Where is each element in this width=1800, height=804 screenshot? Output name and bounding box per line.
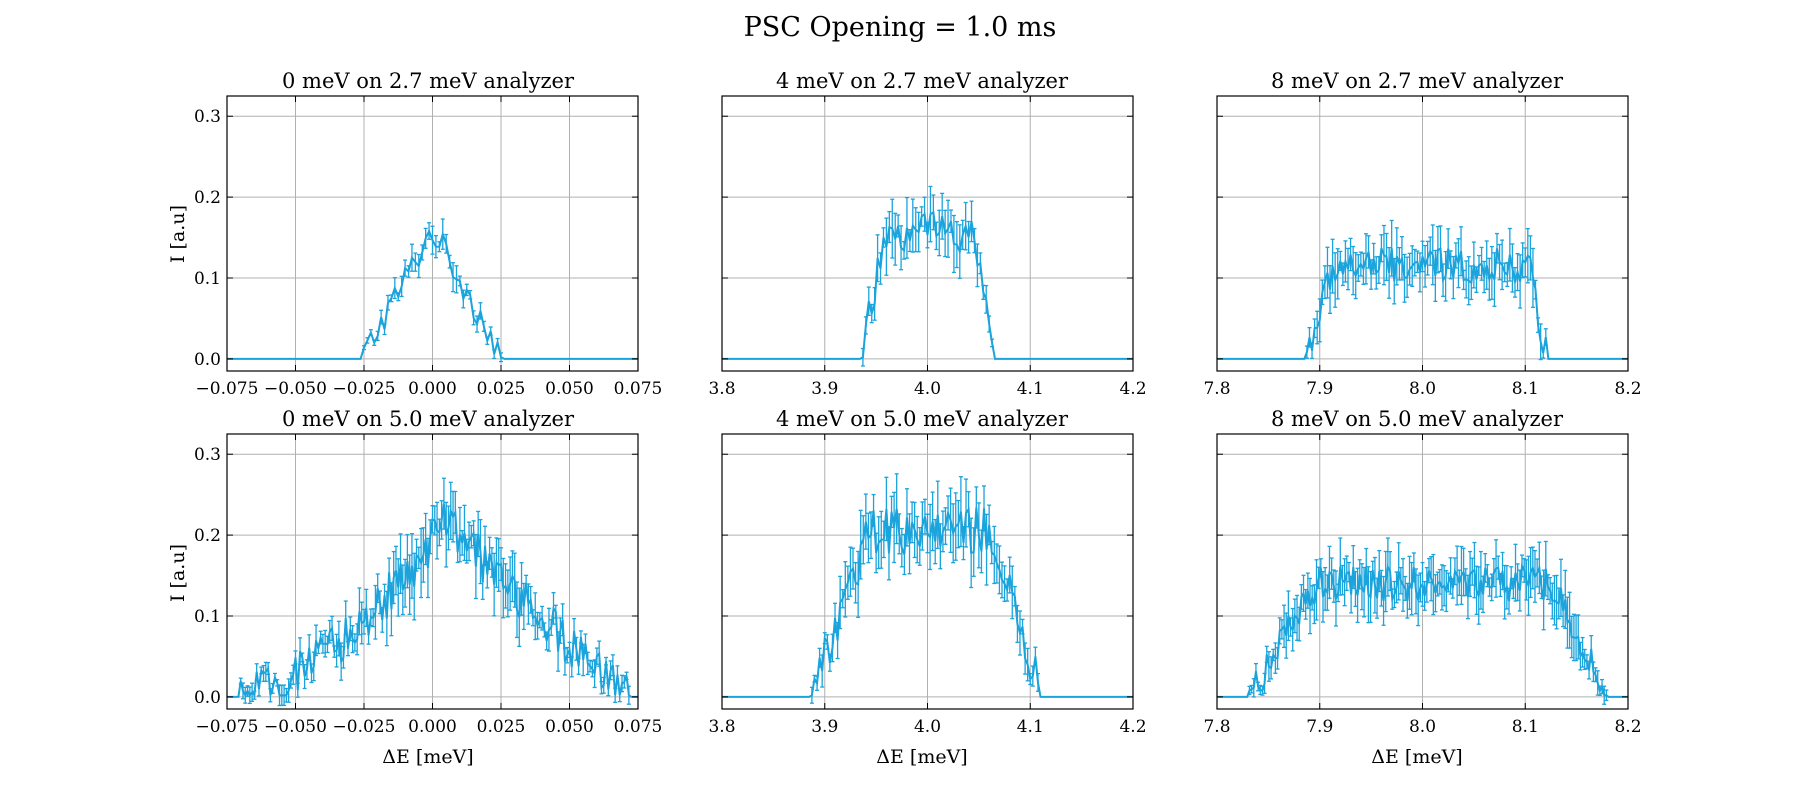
data-series [722, 473, 1133, 704]
x-tick-label: 8.0 [1409, 717, 1436, 737]
ticks: 3.8 3.9 4.0 4.1 4.2 [708, 96, 1147, 399]
subplot-title: 8 meV on 5.0 meV analyzer [1271, 407, 1564, 431]
x-axis-label: ΔE [meV] [1371, 746, 1462, 768]
x-tick-label: 8.2 [1614, 379, 1641, 399]
x-tick-label: 0.000 [408, 379, 457, 399]
grid [722, 96, 1133, 371]
series-line [227, 228, 638, 360]
y-tick-label: 0.3 [194, 107, 221, 127]
x-tick-label: 4.1 [1017, 717, 1044, 737]
subplot-title: 4 meV on 5.0 meV analyzer [776, 407, 1069, 431]
x-tick-label: 7.8 [1203, 717, 1230, 737]
data-series [722, 185, 1133, 367]
y-tick-label: 0.0 [194, 350, 221, 370]
figure-title: PSC Opening = 1.0 ms [744, 12, 1057, 43]
ticks: −0.075 −0.050 −0.025 0.000 0.025 0.050 0.075 0.… [194, 434, 662, 737]
grid [227, 434, 638, 709]
x-tick-label: 8.0 [1409, 379, 1436, 399]
x-axis-label: ΔE [meV] [382, 746, 473, 768]
x-tick-label: 4.1 [1017, 379, 1044, 399]
grid [1217, 96, 1628, 371]
x-tick-label: 0.075 [614, 717, 663, 737]
subplot-3: 0 meV on 5.0 meV analyzer I [a.u] ΔE [me… [167, 407, 662, 768]
x-tick-label: 4.2 [1119, 379, 1146, 399]
x-tick-label: 0.025 [477, 717, 526, 737]
subplot-title: 4 meV on 2.7 meV analyzer [776, 69, 1069, 93]
x-tick-label: 0.000 [408, 717, 457, 737]
x-tick-label: −0.050 [264, 717, 327, 737]
x-tick-label: −0.050 [264, 379, 327, 399]
x-tick-label: −0.025 [333, 379, 396, 399]
subplot-1: 4 meV on 2.7 meV analyzer 3.8 3.9 4.0 4.1 4.… [708, 69, 1146, 399]
x-tick-label: −0.075 [196, 379, 259, 399]
series-line [722, 506, 1133, 698]
x-tick-label: −0.075 [196, 717, 259, 737]
x-axis-label: ΔE [meV] [876, 746, 967, 768]
x-tick-label: 7.9 [1306, 717, 1333, 737]
x-tick-label: 0.050 [545, 379, 594, 399]
ticks: −0.075 −0.050 −0.025 0.000 0.025 0.050 0.075 0.… [194, 96, 662, 399]
series-line [1217, 562, 1628, 698]
x-tick-label: 8.1 [1512, 379, 1539, 399]
y-tick-label: 0.2 [194, 526, 221, 546]
y-tick-label: 0.3 [194, 445, 221, 465]
x-tick-label: 4.2 [1119, 717, 1146, 737]
grid [722, 434, 1133, 709]
x-tick-label: 4.0 [914, 717, 941, 737]
subplot-2: 8 meV on 2.7 meV analyzer 7.8 7.9 8.0 8.1 8.… [1203, 69, 1641, 399]
data-series [227, 218, 638, 363]
y-axis-label: I [a.u] [167, 544, 189, 602]
subplot-0: 0 meV on 2.7 meV analyzer I [a.u] −0.075… [167, 69, 662, 399]
x-tick-label: 4.0 [914, 379, 941, 399]
data-series [1217, 219, 1628, 361]
data-series [1217, 537, 1628, 705]
x-tick-label: 8.2 [1614, 717, 1641, 737]
x-tick-label: 0.025 [477, 379, 526, 399]
x-tick-label: 7.8 [1203, 379, 1230, 399]
x-tick-label: 0.075 [614, 379, 663, 399]
series-line [227, 503, 638, 698]
series-line [722, 210, 1133, 360]
subplot-title: 8 meV on 2.7 meV analyzer [1271, 69, 1564, 93]
series-line [1217, 247, 1628, 360]
y-tick-label: 0.1 [194, 269, 221, 289]
subplot-5: 8 meV on 5.0 meV analyzer ΔE [meV] 7.8 7.… [1203, 407, 1641, 768]
y-tick-label: 0.0 [194, 688, 221, 708]
y-axis-label: I [a.u] [167, 205, 189, 263]
x-tick-label: 3.8 [708, 717, 735, 737]
y-tick-label: 0.2 [194, 188, 221, 208]
subplot-4: 4 meV on 5.0 meV analyzer ΔE [meV] 3.8 3.… [708, 407, 1146, 768]
x-tick-label: 3.8 [708, 379, 735, 399]
x-tick-label: 8.1 [1512, 717, 1539, 737]
x-tick-label: −0.025 [333, 717, 396, 737]
x-tick-label: 3.9 [811, 717, 838, 737]
ticks: 7.8 7.9 8.0 8.1 8.2 [1203, 434, 1642, 737]
x-tick-label: 0.050 [545, 717, 594, 737]
ticks: 3.8 3.9 4.0 4.1 4.2 [708, 434, 1147, 737]
ticks: 7.8 7.9 8.0 8.1 8.2 [1203, 96, 1642, 399]
x-tick-label: 7.9 [1306, 379, 1333, 399]
subplot-title: 0 meV on 5.0 meV analyzer [282, 407, 575, 431]
subplot-title: 0 meV on 2.7 meV analyzer [282, 69, 575, 93]
y-tick-label: 0.1 [194, 607, 221, 627]
x-tick-label: 3.9 [811, 379, 838, 399]
data-series [227, 477, 638, 707]
